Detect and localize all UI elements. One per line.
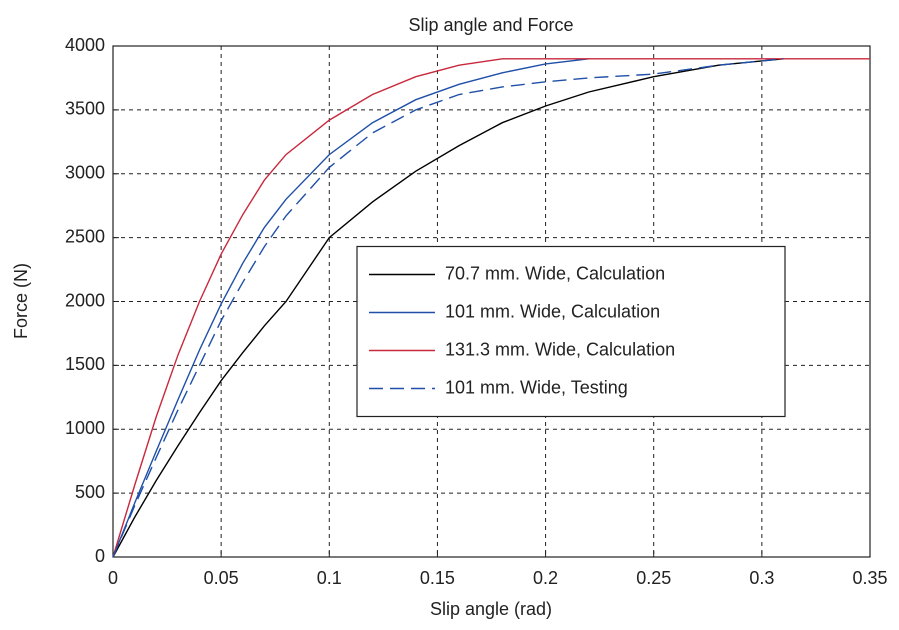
x-tick-label: 0.05 — [204, 568, 239, 588]
legend-label: 101 mm. Wide, Testing — [445, 377, 628, 397]
y-tick-label: 2000 — [65, 290, 105, 310]
y-tick-label: 4000 — [65, 35, 105, 55]
y-tick-label: 2500 — [65, 226, 105, 246]
x-tick-label: 0.3 — [749, 568, 774, 588]
x-tick-label: 0.15 — [420, 568, 455, 588]
y-tick-label: 1500 — [65, 354, 105, 374]
y-tick-label: 3000 — [65, 163, 105, 183]
x-tick-label: 0 — [108, 568, 118, 588]
y-axis-label: Force (N) — [11, 263, 31, 339]
y-tick-label: 1000 — [65, 418, 105, 438]
series-line — [112, 58, 784, 558]
x-tick-label: 0.1 — [317, 568, 342, 588]
plot-frame — [112, 45, 871, 558]
x-axis-label: Slip angle (rad) — [430, 599, 552, 619]
chart-title: Slip angle and Force — [408, 15, 573, 35]
series-line — [112, 58, 589, 558]
series-line — [112, 58, 784, 558]
legend-label: 101 mm. Wide, Calculation — [445, 301, 660, 321]
y-tick-label: 3500 — [65, 99, 105, 119]
y-tick-label: 500 — [75, 482, 105, 502]
series-line — [112, 58, 870, 558]
y-tick-label: 0 — [95, 546, 105, 566]
x-tick-label: 0.25 — [636, 568, 671, 588]
x-tick-label: 0.35 — [852, 568, 887, 588]
legend-label: 70.7 mm. Wide, Calculation — [445, 263, 665, 283]
x-tick-label: 0.2 — [533, 568, 558, 588]
legend-label: 131.3 mm. Wide, Calculation — [445, 339, 675, 359]
